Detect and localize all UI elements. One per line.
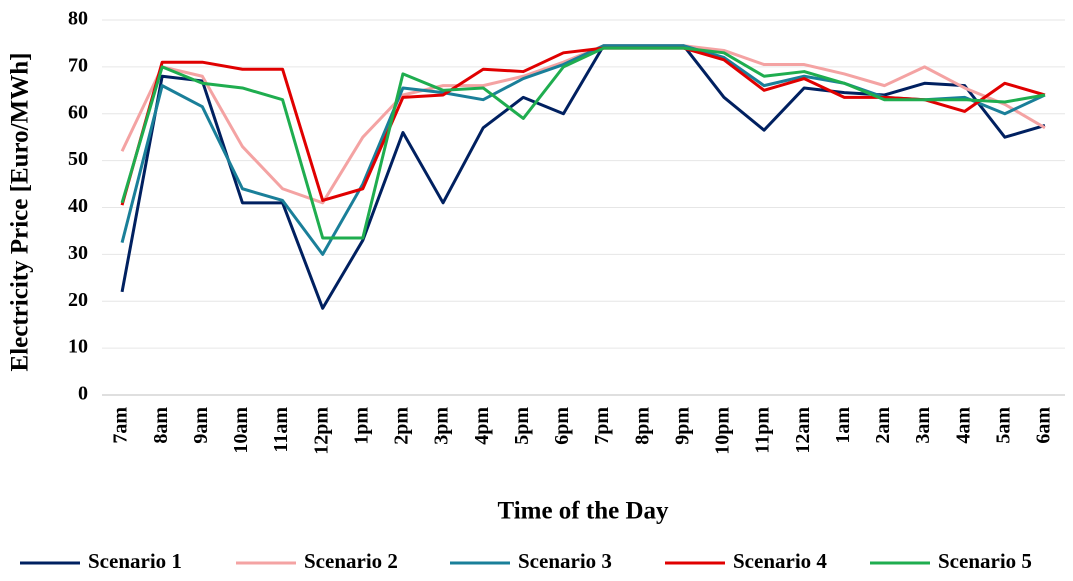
- x-axis-title: Time of the Day: [497, 498, 669, 525]
- x-tick-label: 1pm: [350, 407, 372, 445]
- x-tick-label: 9am: [190, 407, 212, 444]
- y-tick-label: 50: [68, 148, 88, 170]
- series-line: [120, 44, 1046, 310]
- x-tick-label: 3am: [912, 407, 934, 444]
- x-tick-label: 11pm: [752, 407, 774, 454]
- y-tick-label: 70: [68, 54, 88, 76]
- legend-label: Scenario 3: [518, 549, 612, 573]
- series-line: [120, 46, 1046, 206]
- x-tick-label: 5am: [992, 407, 1014, 444]
- x-tick-label: 3pm: [431, 407, 453, 445]
- x-tick-label: 9pm: [671, 407, 693, 445]
- x-tick-label: 1am: [832, 407, 854, 444]
- x-tick-label: 12am: [792, 407, 814, 454]
- y-tick-label: 80: [68, 8, 88, 30]
- x-tick-label: 5pm: [511, 407, 533, 445]
- x-tick-label: 2pm: [391, 407, 413, 445]
- x-tick-label: 7am: [110, 407, 132, 444]
- y-tick-label: 30: [68, 242, 88, 264]
- x-tick-label: 7pm: [591, 407, 613, 445]
- y-tick-label: 20: [68, 289, 88, 311]
- x-tick-label: 4am: [952, 407, 974, 444]
- legend-label: Scenario 1: [88, 549, 182, 573]
- y-axis-title: Electricity Price [Euro/MWh]: [7, 53, 34, 372]
- x-tick-label: 4pm: [471, 407, 493, 445]
- y-tick-label: 10: [68, 336, 88, 358]
- x-tick-label: 6pm: [551, 407, 573, 445]
- legend-label: Scenario 4: [733, 549, 827, 573]
- series-line: [120, 46, 1046, 240]
- x-tick-label: 8pm: [631, 407, 653, 445]
- y-tick-label: 0: [78, 383, 88, 405]
- legend-label: Scenario 2: [304, 549, 398, 573]
- x-tick-label: 6am: [1033, 407, 1055, 444]
- legend-label: Scenario 5: [938, 549, 1032, 573]
- x-tick-label: 10pm: [712, 407, 734, 455]
- y-tick-label: 60: [68, 101, 88, 123]
- y-tick-label: 40: [68, 195, 88, 217]
- x-tick-label: 8am: [150, 407, 172, 444]
- x-tick-label: 11am: [270, 407, 292, 453]
- x-tick-label: 2am: [872, 407, 894, 444]
- x-tick-label: 10am: [230, 407, 252, 454]
- x-tick-label: 12pm: [310, 407, 332, 455]
